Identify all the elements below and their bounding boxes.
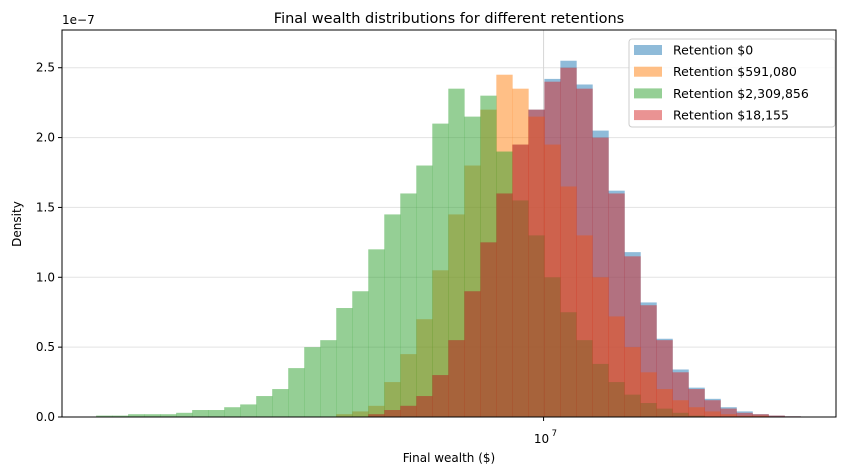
y-axis-ticks: 0.0 0.5 1.0 1.5 2.0 2.5 [36, 61, 62, 424]
histogram-bar [608, 193, 625, 417]
y-tick-label: 2.0 [36, 131, 55, 145]
histogram-bar [256, 396, 273, 417]
histogram-bar [512, 144, 529, 417]
legend-label: Retention $0 [673, 43, 753, 58]
series-3 [368, 67, 801, 418]
histogram-bar [624, 256, 641, 417]
y-axis-label: Density [10, 201, 24, 247]
histogram-bars [96, 60, 801, 418]
histogram-bar [400, 193, 417, 417]
histogram-bar [384, 410, 401, 417]
histogram-bar [432, 375, 449, 417]
histogram-bar [448, 88, 465, 417]
legend-frame [628, 38, 836, 128]
y-tick-label: 0.0 [36, 410, 55, 424]
histogram-bar [288, 368, 305, 417]
histogram-bar [400, 405, 417, 417]
histogram-bar [448, 340, 465, 417]
histogram-bar [736, 412, 753, 417]
legend-label: Retention $2,309,856 [673, 86, 809, 101]
histogram-bar [464, 291, 481, 417]
histogram-bar [416, 165, 433, 417]
histogram-bar [480, 242, 497, 417]
legend-label: Retention $18,155 [673, 108, 789, 123]
histogram-bar [144, 414, 161, 417]
histogram-bar [192, 410, 209, 417]
legend-label: Retention $591,080 [673, 64, 797, 79]
chart-title: Final wealth distributions for different… [274, 11, 624, 27]
histogram-bar [96, 415, 113, 417]
x-tick-label: 10 [534, 432, 549, 446]
histogram-bar [592, 137, 609, 417]
histogram-bar [576, 88, 593, 417]
histogram-bar [336, 308, 353, 417]
histogram-bar [720, 408, 737, 417]
histogram-bar [160, 414, 177, 417]
histogram-bar [368, 414, 385, 417]
histogram-bar [384, 214, 401, 417]
histogram-bar [352, 291, 369, 417]
histogram-bar [544, 81, 561, 417]
x-axis-ticks: 10 7 [534, 417, 557, 446]
histogram-bar [640, 305, 657, 417]
y-scale-label: 1e−7 [62, 13, 95, 27]
histogram-bar [752, 414, 769, 417]
y-tick-label: 1.5 [36, 200, 55, 214]
x-tick-exponent: 7 [552, 429, 557, 439]
x-axis-label: Final wealth ($) [403, 451, 495, 465]
histogram-bar [704, 400, 721, 417]
histogram-bar [432, 123, 449, 417]
histogram-bar [528, 109, 545, 417]
y-tick-label: 1.0 [36, 270, 55, 284]
histogram-bar [768, 415, 785, 417]
histogram-bar [240, 404, 257, 417]
legend-swatch [634, 45, 662, 55]
histogram-bar [672, 372, 689, 417]
histogram-bar [560, 67, 577, 418]
histogram-bar [688, 389, 705, 417]
legend-swatch [634, 110, 662, 121]
histogram-bar [320, 340, 337, 417]
histogram-bar [416, 396, 433, 417]
histogram-bar [496, 193, 513, 417]
histogram-bar [656, 340, 673, 417]
histogram-bar [176, 412, 193, 417]
histogram-bar [112, 415, 129, 417]
histogram-bar [224, 407, 241, 417]
legend-swatch [634, 66, 662, 77]
histogram-bar [128, 414, 145, 417]
plot-frame [61, 29, 837, 418]
histogram-bar [208, 410, 225, 417]
legend-swatch [634, 88, 662, 99]
y-tick-label: 0.5 [36, 340, 55, 354]
y-tick-label: 2.5 [36, 61, 55, 75]
legend: Retention $0 Retention $591,080 Retention … [628, 38, 836, 128]
histogram-bar [304, 347, 321, 417]
histogram-bar [272, 389, 289, 417]
histogram-bar [368, 249, 385, 417]
